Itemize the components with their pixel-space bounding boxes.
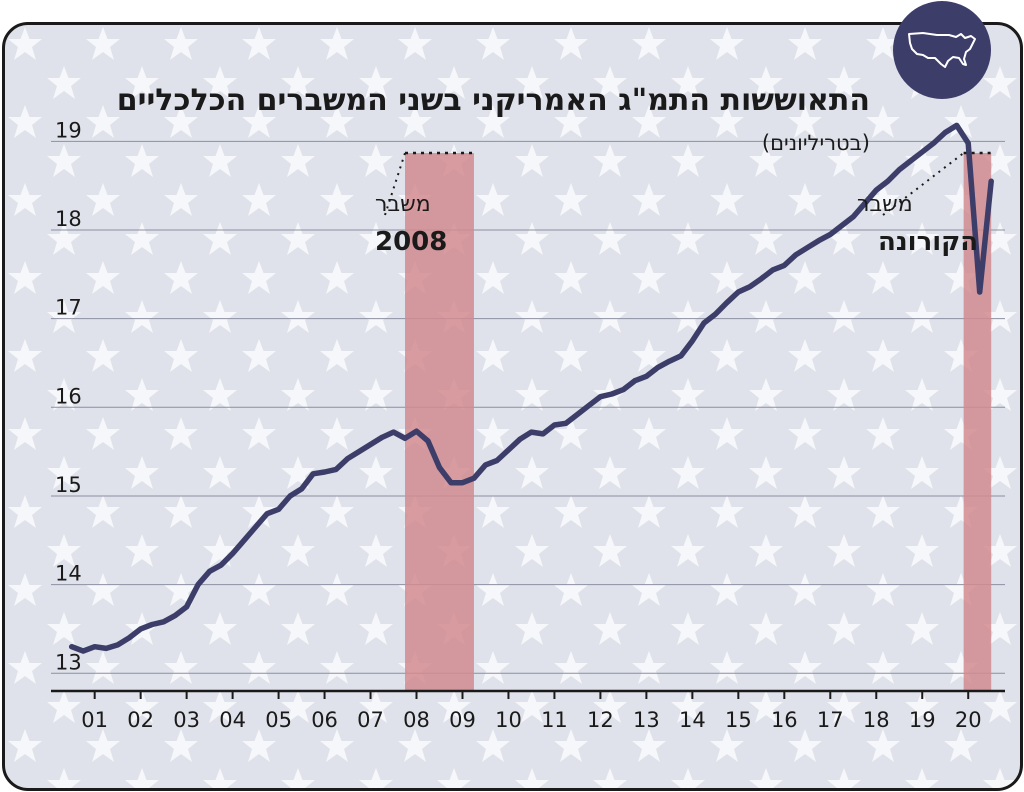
x-tick-label: 16 [771,708,798,732]
x-tick-label: 07 [357,708,384,732]
x-axis-labels: 01 02 03 04 05 06 07 08 09 10 11 12 13 14 15 16 17 18 19 20 [81,691,982,732]
usa-badge [893,1,991,99]
y-tick-label: 16 [55,384,82,408]
x-tick-label: 20 [955,708,982,732]
y-axis-labels: 13 14 15 16 17 18 19 [55,118,82,674]
chart-frame: 13 14 15 16 17 18 19 01 02 03 04 05 06 07 08 09 10 11 12 1… [2,22,1023,791]
chart-svg: 13 14 15 16 17 18 19 01 02 03 04 05 06 07 08 09 10 11 12 1… [5,25,1020,788]
stars-background [5,25,1020,788]
usa-map-icon [908,32,976,68]
y-tick-label: 18 [55,207,82,231]
annotation-2008-line1: משבר [375,192,431,217]
x-tick-label: 02 [127,708,154,732]
x-tick-label: 15 [725,708,752,732]
y-tick-label: 19 [55,118,82,142]
y-tick-label: 13 [55,650,82,674]
x-tick-label: 08 [403,708,430,732]
annotation-leaders [384,152,965,216]
x-tick-label: 11 [541,708,568,732]
annotation-2008-line2: 2008 [375,227,447,257]
x-tick-label: 17 [817,708,844,732]
y-tick-label: 14 [55,562,82,586]
x-tick-label: 05 [265,708,292,732]
x-tick-label: 13 [633,708,660,732]
x-tick-label: 10 [495,708,522,732]
x-tick-label: 12 [587,708,614,732]
x-tick-label: 01 [81,708,108,732]
x-tick-label: 03 [173,708,200,732]
x-tick-label: 04 [219,708,246,732]
x-tick-label: 09 [449,708,476,732]
chart-subtitle: (בטריליונים) [761,131,870,155]
leader-covid [882,152,965,216]
chart-title: התאוששות התמ"ג האמריקני בשני המשברים הכל… [116,83,870,118]
x-tick-label: 06 [311,708,338,732]
annotation-covid-line1: משבר [857,192,913,217]
annotation-covid-line2: הקורונה [878,227,978,257]
gdp-series-line [68,122,994,654]
crisis-band [405,153,474,691]
grid-lines [51,140,1005,674]
y-tick-label: 15 [55,473,82,497]
x-tick-label: 18 [863,708,890,732]
x-tick-label: 14 [679,708,706,732]
y-tick-label: 17 [55,296,82,320]
x-tick-label: 19 [909,708,936,732]
